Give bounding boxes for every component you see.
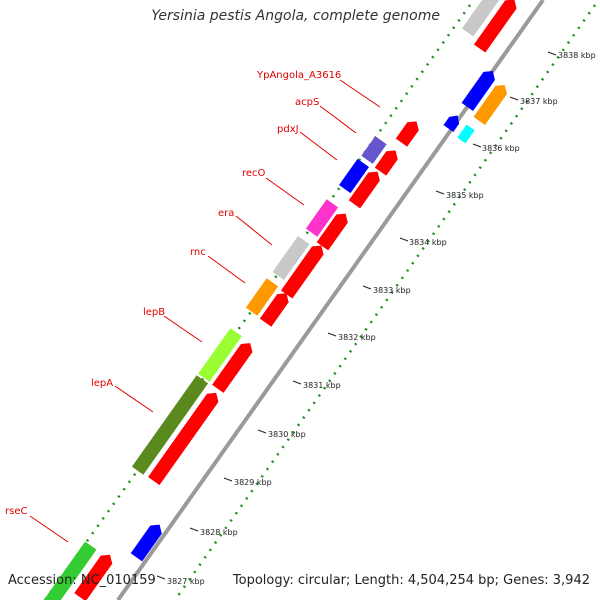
gene-box	[131, 375, 209, 475]
tick-mark	[327, 332, 337, 337]
gene-label: YpAngola_A3616	[256, 70, 341, 81]
leader-line	[207, 255, 246, 284]
gene-arrow	[280, 245, 324, 299]
gene-box	[198, 328, 242, 382]
leader-line	[163, 315, 203, 343]
gene-arrow	[212, 343, 253, 393]
tick-mark	[156, 575, 166, 580]
tick-mark	[362, 285, 372, 290]
gene-box	[245, 278, 279, 316]
tick-label: 3837 kbp	[520, 97, 558, 106]
label-leaders	[29, 79, 381, 543]
gene-label: era	[218, 208, 234, 219]
leader-line	[235, 215, 273, 246]
gene-arrow	[395, 121, 419, 147]
tick-label: 3831 kbp	[303, 381, 341, 390]
gene-arrow	[473, 0, 517, 53]
tick-label: 3832 kbp	[338, 333, 376, 342]
coordinate-ticks: 3838 kbp 3837 kbp 3836 kbp 3835 kbp 3834…	[156, 51, 596, 586]
gene-arrow	[443, 115, 460, 132]
map-title: Yersinia pestis Angola, complete genome	[151, 8, 440, 24]
gene-box	[457, 124, 475, 144]
gene-box	[461, 0, 509, 37]
gene-label: acpS	[295, 97, 319, 108]
gene-arrow	[473, 85, 507, 126]
tick-mark	[435, 190, 445, 195]
gene-box	[305, 199, 339, 237]
gene-arrow	[374, 150, 398, 176]
dotted-track-outer	[173, 4, 597, 600]
leader-line	[265, 177, 305, 206]
gene-box	[339, 158, 369, 194]
tick-label: 3838 kbp	[558, 51, 596, 60]
leader-line	[29, 515, 69, 543]
tick-mark	[547, 51, 557, 56]
gene-label: pdxJ	[277, 124, 299, 135]
gene-box	[361, 136, 387, 164]
gene-arrow	[461, 71, 495, 112]
gene-box	[272, 235, 310, 281]
accession-text: Accession: NC_010159	[8, 573, 156, 588]
leader-line	[114, 385, 154, 413]
gene-label: lepB	[143, 307, 165, 318]
leader-line	[299, 131, 338, 161]
gene-arrow	[348, 171, 380, 209]
gene-arrow	[130, 524, 162, 562]
reverse-strand-genes	[43, 0, 517, 600]
tick-mark	[292, 380, 302, 385]
genome-summary: Topology: circular; Length: 4,504,254 bp…	[232, 573, 590, 588]
tick-mark	[509, 96, 519, 101]
gene-label: rseC	[5, 506, 27, 517]
gene-labels: YpAngola_A3616 acpS pdxJ recO era rnc le…	[5, 70, 341, 517]
tick-label: 3829 kbp	[234, 478, 272, 487]
tick-label: 3827 kbp	[167, 577, 205, 586]
tick-label: 3833 kbp	[373, 286, 411, 295]
tick-label: 3830 kbp	[268, 430, 306, 439]
gene-arrow	[148, 392, 219, 486]
gene-arrow	[74, 554, 113, 600]
gene-label: recO	[242, 168, 266, 179]
gene-arrow	[316, 213, 348, 251]
tick-label: 3828 kbp	[200, 528, 238, 537]
leader-line	[319, 105, 357, 134]
tick-label: 3836 kbp	[482, 144, 520, 153]
leader-line	[339, 79, 381, 108]
gene-box	[43, 541, 97, 600]
gene-arrow	[259, 293, 289, 327]
tick-mark	[189, 527, 199, 532]
gene-label: lepA	[91, 378, 113, 389]
tick-mark	[472, 143, 482, 148]
tick-mark	[257, 429, 267, 434]
gene-label: rnc	[190, 247, 206, 258]
tick-mark	[223, 477, 233, 482]
tick-mark	[399, 237, 409, 242]
tick-label: 3834 kbp	[409, 238, 447, 247]
tick-label: 3835 kbp	[446, 191, 484, 200]
